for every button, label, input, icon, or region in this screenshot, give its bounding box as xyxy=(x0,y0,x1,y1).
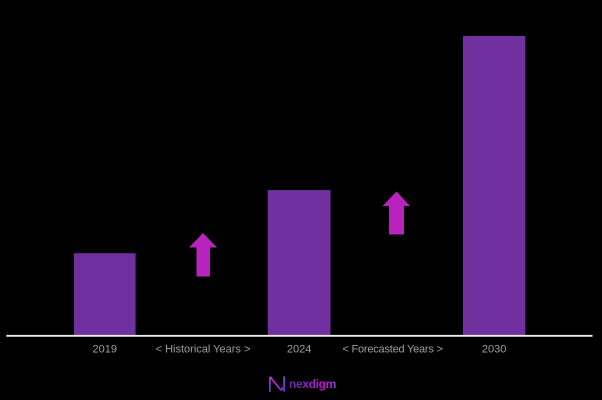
svg-text:2024: 2024 xyxy=(287,344,311,356)
svg-text:2030: 2030 xyxy=(482,344,506,356)
svg-text:2019: 2019 xyxy=(93,344,117,356)
svg-text:< Historical Years >: < Historical Years > xyxy=(156,344,251,356)
svg-text:< Forecasted Years >: < Forecasted Years > xyxy=(343,344,443,356)
svg-text:nexdigm: nexdigm xyxy=(289,377,336,391)
